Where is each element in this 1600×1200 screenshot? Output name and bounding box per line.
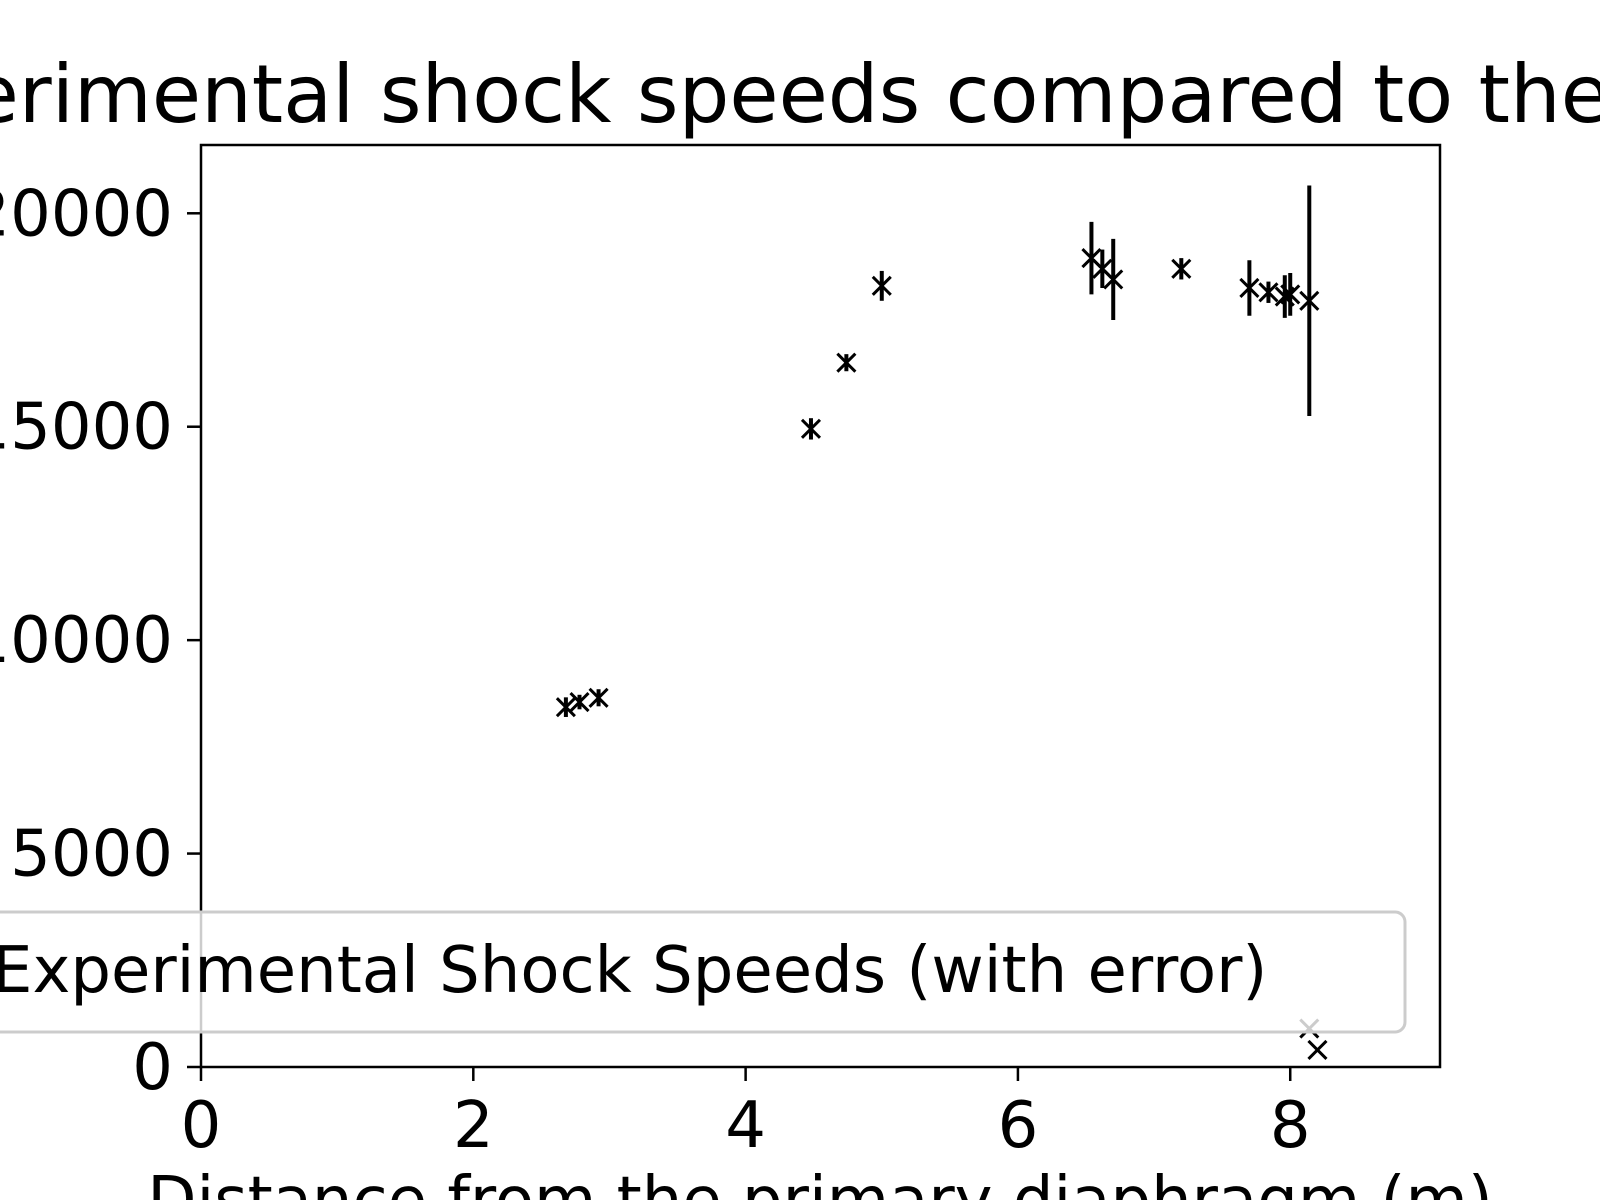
x-marker [588,687,609,708]
axis-ticks: 0 2 4 6 8 0 5000 10000 15000 20000 [0,177,1311,1163]
data-point [1171,258,1192,280]
x-marker [871,275,892,296]
data-point [1081,221,1102,295]
y-tick-label: 15000 [0,391,173,465]
x-tick-label: 6 [998,1089,1039,1163]
legend-box [0,910,1407,1034]
data-point [871,270,892,301]
x-marker [1103,269,1124,290]
x-marker [1239,277,1260,299]
data-point [1307,1039,1328,1060]
x-tick-label: 4 [725,1089,766,1163]
data-point [1280,273,1301,316]
x-marker [1307,1039,1328,1060]
data-point [836,352,857,373]
data-point [1258,281,1279,303]
x-marker [1299,290,1320,311]
x-axis-label: Distance from the primary diaphragm (m) [147,1164,1493,1200]
x-marker [836,352,857,373]
x-marker [800,418,822,439]
plot-area [199,143,1442,1069]
data-point [1299,185,1320,417]
x-tick-label: 0 [181,1089,222,1163]
x-marker [1171,258,1192,279]
y-tick-label: 0 [132,1031,173,1105]
x-tick-label: 8 [1270,1089,1311,1163]
chart-title: Experimental shock speeds compared to th… [0,48,1600,141]
x-tick-label: 2 [453,1089,494,1163]
data-point [555,697,576,718]
x-marker [555,697,576,718]
x-marker [1258,282,1279,303]
data-point [569,691,590,713]
data-point [588,687,609,708]
data-point [800,418,822,440]
legend: Experimental Shock Speeds (with error) [0,910,1407,1034]
legend-label: Experimental Shock Speeds (with error) [0,934,1267,1008]
outside-legend-points [1307,1039,1328,1060]
x-marker [1280,284,1301,305]
y-tick-label: 20000 [0,177,173,251]
data-points [555,185,1320,1039]
data-point [1103,238,1124,321]
data-point [1239,260,1260,316]
x-marker [569,691,590,713]
y-tick-label: 5000 [10,818,173,892]
y-tick-label: 10000 [0,604,173,678]
